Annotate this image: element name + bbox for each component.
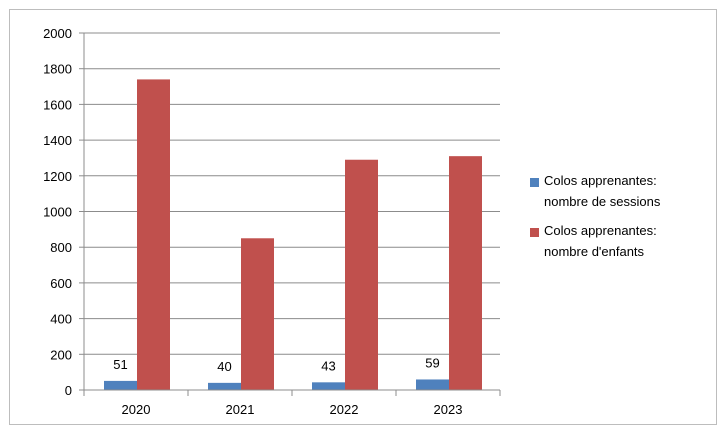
legend-label-sessions-line1: Colos apprenantes: xyxy=(544,173,657,188)
y-tick-label: 1400 xyxy=(43,133,72,148)
legend-item-enfants: Colos apprenantes: nombre d'enfants xyxy=(530,223,720,262)
bar-enfants xyxy=(241,238,274,390)
x-tick-label: 2022 xyxy=(330,402,359,417)
y-tick-label: 800 xyxy=(50,240,72,255)
bar-sessions xyxy=(104,380,137,390)
data-label-sessions: 51 xyxy=(113,357,127,372)
y-tick-label: 1600 xyxy=(43,97,72,112)
x-tick-label: 2021 xyxy=(226,402,255,417)
y-tick-label: 1000 xyxy=(43,205,72,220)
bar-enfants xyxy=(449,156,482,390)
legend-label-sessions-line2: nombre de sessions xyxy=(544,194,661,209)
legend-swatch-enfants xyxy=(530,228,539,237)
bar-enfants xyxy=(137,79,170,390)
bar-enfants xyxy=(345,159,378,390)
bars xyxy=(104,79,482,390)
y-tick-label: 600 xyxy=(50,276,72,291)
data-label-sessions: 59 xyxy=(425,355,439,370)
x-tick-label: 2023 xyxy=(434,402,463,417)
y-tick-label: 1200 xyxy=(43,169,72,184)
y-tick-label: 2000 xyxy=(43,26,72,41)
legend: Colos apprenantes: nombre de sessions Co… xyxy=(530,173,720,274)
legend-label-enfants: Colos apprenantes: nombre d'enfants xyxy=(544,220,657,262)
legend-label-enfants-line1: Colos apprenantes: xyxy=(544,223,657,238)
legend-label-sessions: Colos apprenantes: nombre de sessions xyxy=(544,170,660,212)
legend-label-enfants-line2: nombre d'enfants xyxy=(544,244,645,259)
legend-item-sessions: Colos apprenantes: nombre de sessions xyxy=(530,173,720,212)
data-labels: 51 40 43 59 xyxy=(113,355,439,373)
data-label-sessions: 40 xyxy=(217,359,231,374)
y-tick-label: 1800 xyxy=(43,62,72,77)
bar-sessions xyxy=(312,382,345,390)
y-axis-ticks: 0 200 400 600 800 1000 1200 1400 1600 1800 2000 xyxy=(43,26,72,398)
legend-swatch-sessions xyxy=(530,178,539,187)
x-axis-ticks: 2020 2021 2022 2023 xyxy=(122,402,463,417)
data-label-sessions: 43 xyxy=(321,358,335,373)
x-tick-label: 2020 xyxy=(122,402,151,417)
axes xyxy=(79,32,501,396)
bar-sessions xyxy=(208,382,241,390)
bar-sessions xyxy=(416,379,449,390)
y-tick-label: 400 xyxy=(50,312,72,327)
y-tick-label: 0 xyxy=(65,383,72,398)
y-tick-label: 200 xyxy=(50,347,72,362)
